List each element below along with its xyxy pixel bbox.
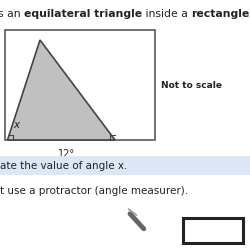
Text: ate the value of angle x.: ate the value of angle x. [0,161,128,171]
Polygon shape [8,40,115,140]
Bar [5,30,155,140]
Text: .: . [249,9,250,19]
Text: equilateral triangle: equilateral triangle [24,9,142,19]
Text: s an: s an [0,9,24,19]
Text: Not to scale: Not to scale [161,80,222,90]
Text: x: x [14,120,20,130]
Bar [0,156,250,175]
Text: rectangle: rectangle [191,9,250,19]
Text: 12°: 12° [58,149,75,159]
Text: t use a protractor (angle measurer).: t use a protractor (angle measurer). [0,186,188,196]
Text: inside a: inside a [142,9,191,19]
Bar [182,218,242,242]
